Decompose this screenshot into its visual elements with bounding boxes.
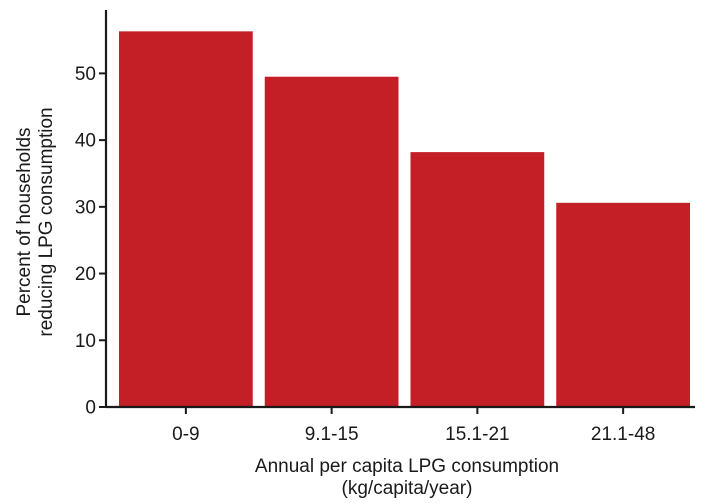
x-tick-label-9.1-15: 9.1-15 xyxy=(305,424,359,445)
x-tick-label-0-9: 0-9 xyxy=(172,424,199,445)
x-axis-title-line-2: (kg/capita/year) xyxy=(342,478,473,499)
y-tick-label-50: 50 xyxy=(75,64,96,85)
x-axis-title-line-1: Annual per capita LPG consumption xyxy=(255,456,559,477)
bar-21.1-48 xyxy=(556,202,690,407)
x-tick-label-21.1-48: 21.1-48 xyxy=(591,424,655,445)
plot-area: 0 10 20 30 40 50 0-9 9.1-15 15.1-21 21.1-48 xyxy=(75,10,695,445)
y-axis-title-line-2: reducing LPG consumption xyxy=(36,107,57,336)
bar-0-9 xyxy=(119,31,253,408)
bar-15.1-21 xyxy=(410,152,545,407)
y-tick-label-10: 10 xyxy=(75,331,96,352)
x-tick-label-15.1-21: 15.1-21 xyxy=(445,424,509,445)
bar-9.1-15 xyxy=(264,76,399,407)
y-tick-label-40: 40 xyxy=(75,131,96,152)
y-tick-label-0: 0 xyxy=(85,398,96,419)
y-axis-title-line-1: Percent of households xyxy=(14,127,35,316)
y-tick-label-20: 20 xyxy=(75,264,96,285)
y-tick-label-30: 30 xyxy=(75,197,96,218)
